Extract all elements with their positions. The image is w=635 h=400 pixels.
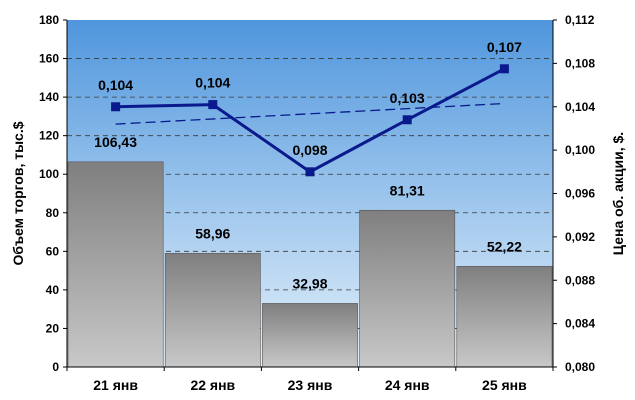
right-axis-title: Цена об. акции, $. [610,132,626,255]
x-axis-ticks: 21 янв 22 янв 23 янв 24 янв 25 янв [66,367,554,393]
left-tick-label: 160 [39,52,59,66]
bar-series [67,161,553,368]
bar-value-label: 81,31 [390,182,425,198]
left-tick-label: 120 [39,129,59,143]
left-axis-ticks: 0 20 40 60 80 100 120 140 160 180 [39,13,67,374]
price-line-series [111,64,509,177]
price-value-label: 0,104 [98,77,133,93]
price-value-label: 0,104 [195,75,230,91]
right-axis-ticks: 0,080 0,084 0,088 0,092 0,096 0,100 0,104 0,108… [553,13,595,374]
data-labels: 106,43 58,96 32,98 81,31 52,22 0,104 0,104 0,09… [94,39,522,292]
left-tick-label: 20 [46,321,60,335]
price-marker-5 [499,64,509,74]
bar-value-label: 106,43 [94,134,137,150]
left-axis-title: Объем торгов, тыс.$ [10,121,26,265]
left-tick-label: 0 [52,360,59,374]
right-tick-label: 0,104 [565,100,595,114]
left-tick-label: 40 [46,283,60,297]
right-tick-label: 0,080 [565,360,595,374]
x-tick-label: 23 янв [288,377,333,393]
price-value-label: 0,098 [292,142,327,158]
bar-1 [67,161,164,368]
left-tick-label: 140 [39,90,59,104]
right-tick-label: 0,112 [565,13,595,27]
x-tick-label: 21 янв [93,377,138,393]
right-tick-label: 0,096 [565,187,595,201]
bar-2 [164,253,261,368]
x-tick-label: 24 янв [385,377,430,393]
bar-value-label: 32,98 [292,275,327,291]
price-marker-2 [208,100,218,110]
price-marker-3 [305,167,315,177]
right-tick-label: 0,092 [565,230,595,244]
right-tick-label: 0,100 [565,143,595,157]
x-tick-label: 22 янв [190,377,235,393]
price-marker-1 [111,102,121,112]
right-tick-label: 0,088 [565,273,595,287]
bar-value-label: 52,22 [487,238,522,254]
left-tick-label: 180 [39,13,59,27]
bar-5 [456,266,553,368]
trendline [115,102,505,125]
price-marker-4 [402,115,412,125]
left-tick-label: 100 [39,167,59,181]
bar-4 [359,209,456,368]
right-tick-label: 0,108 [565,56,595,70]
right-tick-label: 0,084 [565,317,595,331]
bar-value-label: 58,96 [195,225,230,241]
trendline-path [115,102,505,125]
left-tick-label: 80 [46,206,60,220]
x-tick-label: 25 янв [482,377,527,393]
price-value-label: 0,103 [390,90,425,106]
left-tick-label: 60 [46,244,60,258]
bar-3 [262,303,358,368]
price-value-label: 0,107 [487,39,522,55]
